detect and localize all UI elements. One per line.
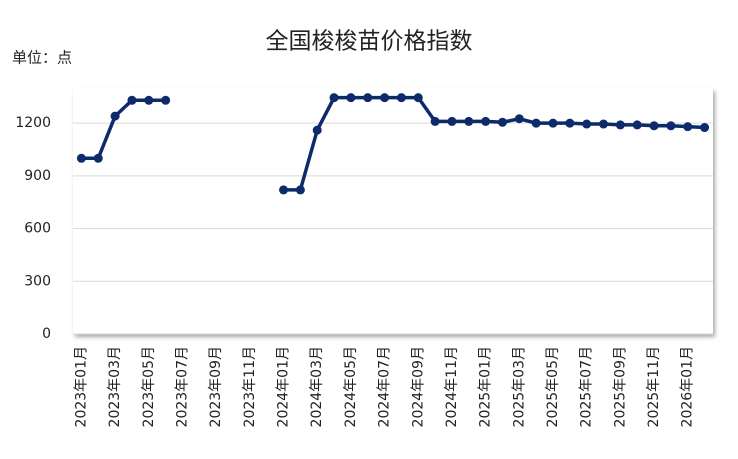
- x-tick-label: 2025年05月: [545, 346, 561, 427]
- point-marker: [548, 118, 558, 128]
- y-tick-label: 900: [24, 168, 51, 184]
- point-marker: [144, 95, 154, 105]
- point-marker: [700, 123, 710, 133]
- point-marker: [329, 93, 339, 103]
- x-tick-label: 2024年07月: [377, 346, 393, 427]
- x-tick-label: 2025年11月: [646, 346, 662, 427]
- x-tick-label: 2023年03月: [107, 346, 123, 427]
- point-marker: [279, 185, 289, 195]
- y-tick-label: 0: [42, 326, 51, 342]
- point-marker: [599, 119, 609, 129]
- x-tick-label: 2024年05月: [343, 346, 359, 427]
- x-tick-label: 2025年01月: [478, 346, 494, 427]
- x-tick-label: 2025年07月: [579, 346, 595, 427]
- point-marker: [127, 95, 137, 105]
- point-marker: [363, 93, 373, 103]
- point-marker: [649, 121, 659, 131]
- point-marker: [632, 120, 642, 130]
- point-marker: [380, 93, 390, 103]
- x-tick-label: 2024年03月: [309, 346, 325, 427]
- point-marker: [565, 118, 575, 128]
- x-tick-label: 2024年01月: [276, 346, 292, 427]
- point-marker: [396, 93, 406, 103]
- x-tick-label: 2023年11月: [242, 346, 258, 427]
- x-tick-label: 2024年11月: [444, 346, 460, 427]
- point-marker: [514, 114, 524, 124]
- x-tick-label: 2023年05月: [141, 346, 157, 427]
- point-marker: [161, 95, 171, 105]
- point-marker: [447, 116, 457, 126]
- y-tick-label: 600: [24, 221, 51, 237]
- unit-label: 单位：点: [12, 49, 72, 67]
- point-marker: [346, 93, 356, 103]
- point-marker: [464, 116, 474, 126]
- point-marker: [295, 185, 305, 195]
- point-marker: [481, 116, 491, 126]
- chart-title: 全国梭梭苗价格指数: [266, 29, 473, 55]
- x-tick-label: 2023年07月: [174, 346, 190, 427]
- point-marker: [683, 122, 693, 132]
- point-marker: [531, 118, 541, 128]
- point-marker: [413, 93, 423, 103]
- x-tick-label: 2026年01月: [680, 346, 696, 427]
- point-marker: [76, 153, 86, 163]
- x-tick-label: 2024年09月: [410, 346, 426, 427]
- point-marker: [312, 125, 322, 135]
- plot-area: [73, 88, 713, 334]
- point-marker: [582, 119, 592, 129]
- y-tick-label: 300: [24, 273, 51, 289]
- x-tick-label: 2023年09月: [208, 346, 224, 427]
- x-tick-label: 2025年09月: [612, 346, 628, 427]
- point-marker: [110, 111, 120, 121]
- point-marker: [497, 117, 507, 127]
- x-tick-label: 2023年01月: [73, 346, 89, 427]
- y-tick-label: 1200: [15, 115, 51, 131]
- point-marker: [615, 120, 625, 130]
- point-marker: [430, 116, 440, 126]
- point-marker: [666, 121, 676, 131]
- x-tick-label: 2025年03月: [511, 346, 527, 427]
- point-marker: [93, 153, 103, 163]
